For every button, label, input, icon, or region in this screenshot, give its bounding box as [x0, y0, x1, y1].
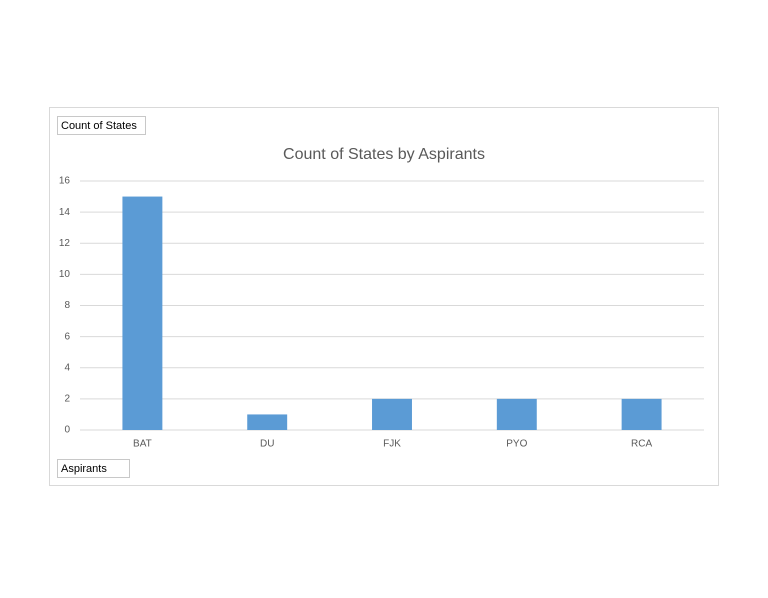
y-tick-label: 8	[64, 300, 70, 311]
y-tick-label: 0	[64, 425, 70, 436]
y-tick-label: 14	[59, 207, 71, 218]
y-tick-label: 4	[64, 362, 70, 373]
x-tick-label: RCA	[631, 439, 652, 450]
bar	[496, 398, 537, 430]
x-tick-label: FJK	[383, 439, 401, 450]
x-tick-label: PYO	[506, 439, 527, 450]
field-button[interactable]	[57, 116, 146, 135]
y-tick-label: 6	[64, 331, 70, 342]
y-tick-label: 16	[59, 176, 71, 187]
field-button-label[interactable]: Aspirants	[61, 463, 107, 475]
x-tick-label: BAT	[133, 439, 152, 450]
bar	[621, 398, 662, 430]
y-tick-label: 12	[59, 238, 71, 249]
y-tick-label: 10	[59, 269, 71, 280]
bar	[247, 414, 288, 430]
x-tick-label: DU	[260, 439, 274, 450]
bar	[372, 398, 412, 430]
y-tick-label: 2	[64, 394, 70, 405]
chart-title: Count of States by Aspirants	[283, 146, 485, 163]
bar	[122, 196, 163, 430]
field-button[interactable]	[57, 459, 130, 478]
field-button-label[interactable]: Count of States	[61, 120, 137, 132]
